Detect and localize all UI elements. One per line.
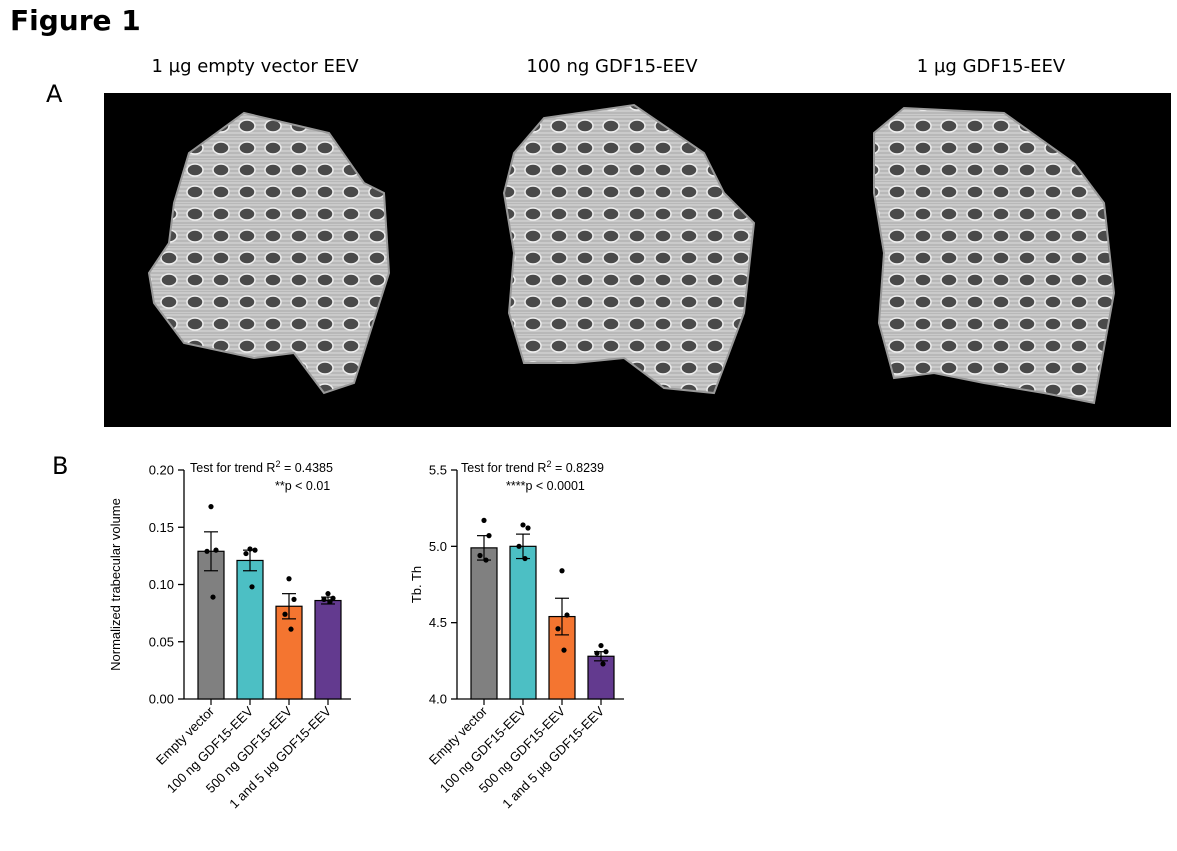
data-point xyxy=(483,557,489,563)
bone-rendering-1 xyxy=(147,111,391,395)
micro-ct-renderings xyxy=(147,103,1116,405)
trend-annotation: Test for trend R2 = 0.4385 xyxy=(190,459,333,475)
bar xyxy=(236,559,264,700)
r-squared-value: = 0.4385 xyxy=(280,461,333,475)
data-point xyxy=(327,599,333,605)
data-point xyxy=(288,626,294,632)
data-point xyxy=(210,594,216,600)
data-point xyxy=(564,612,570,618)
bone-rendering-3 xyxy=(873,106,1116,405)
data-point xyxy=(561,647,567,653)
data-point xyxy=(252,547,258,553)
trabecular-volume-chart: 0.00 0.05 0.10 0.15 0.20 Normalized trabecula… xyxy=(108,459,351,811)
data-point xyxy=(600,661,606,667)
data-point xyxy=(598,642,604,649)
y-tick-label: 4.0 xyxy=(429,692,447,707)
data-point xyxy=(330,595,336,601)
data-point xyxy=(247,546,253,552)
y-tick-label: 5.5 xyxy=(429,463,447,478)
panel-a-label: A xyxy=(46,80,63,108)
p-value-annotation: **p < 0.01 xyxy=(275,479,330,493)
y-tick-label: 0.10 xyxy=(149,577,174,592)
data-point xyxy=(477,552,483,559)
y-tick-label: 0.05 xyxy=(149,634,174,649)
data-point xyxy=(243,550,249,557)
data-point xyxy=(555,626,561,632)
trend-label: Test for trend R xyxy=(190,461,275,475)
image-caption-2: 100 ng GDF15-EEV xyxy=(526,56,698,77)
data-point xyxy=(525,525,531,531)
data-point xyxy=(213,547,219,553)
data-point xyxy=(520,522,526,528)
data-point xyxy=(249,584,255,590)
trend-annotation: Test for trend R2 = 0.8239 xyxy=(461,459,604,475)
data-point xyxy=(594,650,600,656)
data-point xyxy=(286,576,292,582)
y-tick-label: 0.00 xyxy=(149,692,174,707)
p-value-annotation: ****p < 0.0001 xyxy=(506,479,585,493)
image-caption-3: 1 µg GDF15-EEV xyxy=(916,56,1066,77)
data-point xyxy=(603,649,609,655)
data-point xyxy=(516,543,522,549)
bone-rendering-2 xyxy=(502,103,756,395)
micro-ct-image-strip xyxy=(104,93,1171,427)
bar xyxy=(509,545,537,700)
figure-title: Figure 1 xyxy=(10,4,141,37)
y-tick-label: 5.0 xyxy=(429,539,447,554)
data-point xyxy=(559,568,565,574)
trend-label: Test for trend R xyxy=(461,461,546,475)
y-axis-label: Tb. Th xyxy=(409,566,424,603)
data-point xyxy=(282,611,288,617)
data-point xyxy=(481,517,487,523)
r-squared-superscript: 2 xyxy=(275,459,280,469)
panel-b-label: B xyxy=(52,452,69,480)
data-point xyxy=(486,533,492,539)
data-point xyxy=(321,596,327,602)
r-squared-value: = 0.8239 xyxy=(551,461,604,475)
bar xyxy=(470,547,498,700)
bar xyxy=(275,605,303,700)
y-axis-label: Normalized trabecular volume xyxy=(108,498,123,671)
image-caption-1: 1 µg empty vector EEV xyxy=(151,56,359,77)
data-point xyxy=(522,555,528,562)
data-point xyxy=(208,504,214,510)
y-tick-label: 4.5 xyxy=(429,615,447,630)
bar xyxy=(314,599,342,700)
y-tick-label: 0.15 xyxy=(149,520,174,535)
bar xyxy=(197,550,225,700)
data-point xyxy=(204,548,210,554)
r-squared-superscript: 2 xyxy=(546,459,551,469)
y-tick-label: 0.20 xyxy=(149,463,174,478)
data-point xyxy=(291,596,297,602)
data-point xyxy=(325,591,331,597)
